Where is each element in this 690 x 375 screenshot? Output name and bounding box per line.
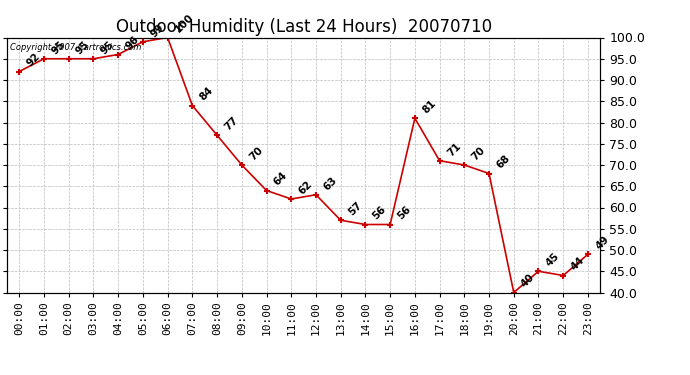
- Text: 70: 70: [470, 145, 487, 162]
- Text: 44: 44: [569, 255, 586, 273]
- Text: 92: 92: [25, 51, 42, 69]
- Text: 57: 57: [346, 200, 364, 217]
- Text: 40: 40: [520, 272, 537, 290]
- Text: 100: 100: [173, 12, 196, 35]
- Text: 56: 56: [371, 204, 388, 222]
- Text: 45: 45: [544, 251, 562, 268]
- Text: 95: 95: [99, 39, 116, 56]
- Text: 99: 99: [148, 22, 166, 39]
- Text: 84: 84: [198, 85, 215, 103]
- Text: 62: 62: [297, 179, 314, 196]
- Text: 64: 64: [272, 170, 290, 188]
- Text: 81: 81: [420, 98, 437, 116]
- Text: 71: 71: [445, 141, 462, 158]
- Text: 56: 56: [395, 204, 413, 222]
- Title: Outdoor Humidity (Last 24 Hours)  20070710: Outdoor Humidity (Last 24 Hours) 2007071…: [115, 18, 492, 36]
- Text: 95: 95: [75, 39, 92, 56]
- Text: 96: 96: [124, 34, 141, 52]
- Text: 49: 49: [593, 234, 611, 252]
- Text: 70: 70: [247, 145, 265, 162]
- Text: Copyright 2007 Cartronics.com: Copyright 2007 Cartronics.com: [10, 43, 141, 52]
- Text: 95: 95: [50, 39, 67, 56]
- Text: 68: 68: [495, 153, 512, 171]
- Text: 77: 77: [223, 115, 240, 132]
- Text: 63: 63: [322, 175, 339, 192]
